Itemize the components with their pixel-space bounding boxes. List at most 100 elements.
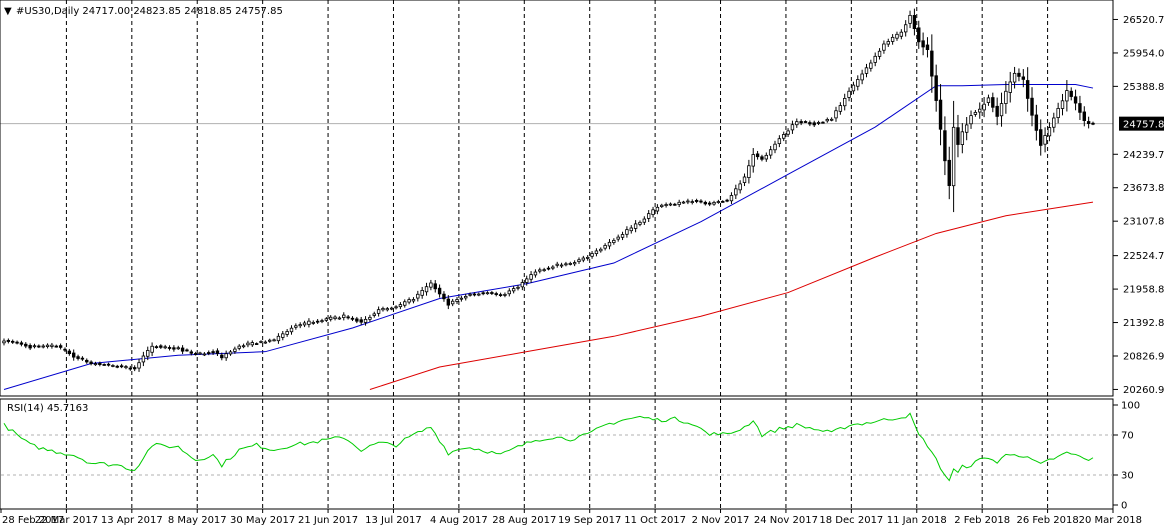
candle-body bbox=[106, 363, 111, 366]
candle-body bbox=[742, 176, 747, 183]
candle-body bbox=[1060, 100, 1065, 109]
candle-body bbox=[254, 343, 259, 345]
candle-body bbox=[986, 97, 991, 103]
candle-body bbox=[860, 73, 864, 81]
y-tick-label: 21958.80 bbox=[1123, 285, 1165, 296]
candle-body bbox=[673, 203, 677, 206]
candle-body bbox=[642, 218, 647, 223]
candle-body bbox=[538, 269, 542, 272]
candle-body bbox=[477, 293, 481, 296]
candle-body bbox=[520, 282, 525, 288]
candle-body bbox=[555, 263, 559, 266]
candle-body bbox=[220, 354, 224, 359]
y-tick-label: 20826.90 bbox=[1123, 351, 1165, 362]
candle-body bbox=[45, 344, 50, 347]
candle-body bbox=[956, 127, 960, 145]
candle-body bbox=[838, 105, 843, 112]
candle-body bbox=[925, 44, 930, 51]
candle-body bbox=[821, 121, 825, 124]
candle-body bbox=[359, 319, 363, 323]
candle-body bbox=[699, 200, 703, 203]
candle-body bbox=[15, 341, 19, 344]
candle-body bbox=[1082, 111, 1086, 121]
candle-body bbox=[411, 299, 416, 302]
candle-body bbox=[721, 200, 725, 203]
candle-body bbox=[102, 364, 106, 366]
candle-body bbox=[995, 105, 999, 117]
candle-body bbox=[568, 263, 572, 265]
y-tick-label: 26520.70 bbox=[1123, 15, 1165, 26]
y-tick-label: 22524.70 bbox=[1123, 251, 1165, 262]
x-tick-label: 11 Oct 2017 bbox=[624, 515, 686, 526]
candle-body bbox=[834, 110, 838, 119]
x-tick-label: 24 Nov 2017 bbox=[754, 515, 818, 526]
candle-body bbox=[1047, 127, 1052, 137]
candle-body bbox=[163, 346, 167, 349]
candle-body bbox=[272, 339, 276, 342]
candle-body bbox=[119, 365, 124, 368]
candle-body bbox=[63, 348, 67, 351]
candle-body bbox=[686, 200, 690, 203]
candle-body bbox=[237, 345, 241, 349]
candle-body bbox=[250, 342, 254, 346]
candle-body bbox=[1039, 129, 1043, 146]
candle-body bbox=[381, 308, 385, 311]
candle-body bbox=[433, 283, 437, 290]
x-tick-label: 30 May 2017 bbox=[230, 515, 295, 526]
moving-average-line bbox=[369, 201, 1094, 390]
candle-body bbox=[1017, 72, 1021, 77]
candle-body bbox=[707, 202, 712, 205]
candle-body bbox=[442, 293, 446, 300]
candle-body bbox=[180, 347, 185, 352]
candle-body bbox=[751, 154, 755, 167]
candle-body bbox=[729, 195, 734, 202]
candle-body bbox=[403, 301, 407, 306]
candle-body bbox=[516, 286, 520, 289]
rsi-line bbox=[3, 412, 1094, 482]
candle-body bbox=[869, 62, 873, 69]
candle-body bbox=[969, 115, 973, 125]
candle-body bbox=[712, 201, 716, 205]
candle-body bbox=[498, 294, 503, 297]
candle-body bbox=[660, 204, 664, 207]
candle-body bbox=[912, 15, 917, 30]
rsi-pane bbox=[1, 412, 1113, 482]
candle-body bbox=[973, 111, 978, 115]
candle-body bbox=[241, 345, 246, 348]
candle-body bbox=[193, 353, 198, 355]
candle-body bbox=[281, 333, 285, 338]
candle-body bbox=[755, 153, 760, 158]
candle-body bbox=[154, 346, 159, 349]
candle-body bbox=[67, 350, 72, 354]
candle-body bbox=[599, 248, 603, 252]
candle-body bbox=[398, 304, 403, 308]
candle-body bbox=[80, 357, 85, 360]
candle-body bbox=[389, 307, 394, 310]
candle-body bbox=[882, 43, 886, 51]
candle-body bbox=[363, 318, 368, 323]
candle-body bbox=[934, 75, 938, 101]
candlesticks bbox=[2, 8, 1095, 372]
candle-body bbox=[590, 253, 594, 257]
candle-body bbox=[1025, 80, 1030, 99]
candle-body bbox=[681, 201, 686, 204]
candle-body bbox=[481, 292, 485, 295]
candle-body bbox=[333, 316, 337, 320]
candle-body bbox=[999, 103, 1004, 117]
candle-body bbox=[268, 339, 272, 342]
candle-body bbox=[289, 327, 294, 333]
candle-body bbox=[215, 350, 220, 354]
candle-body bbox=[302, 322, 307, 326]
candle-body bbox=[1086, 121, 1091, 124]
candle-body bbox=[542, 269, 546, 272]
candle-body bbox=[32, 345, 37, 348]
candle-body bbox=[276, 335, 281, 342]
candle-body bbox=[41, 345, 45, 348]
candle-body bbox=[472, 293, 477, 296]
candle-body bbox=[376, 309, 381, 314]
candle-body bbox=[294, 325, 298, 328]
rsi-title: RSI(14) 45.7163 bbox=[7, 403, 88, 414]
candle-body bbox=[224, 353, 228, 359]
x-tick-label: 28 Aug 2017 bbox=[492, 515, 556, 526]
